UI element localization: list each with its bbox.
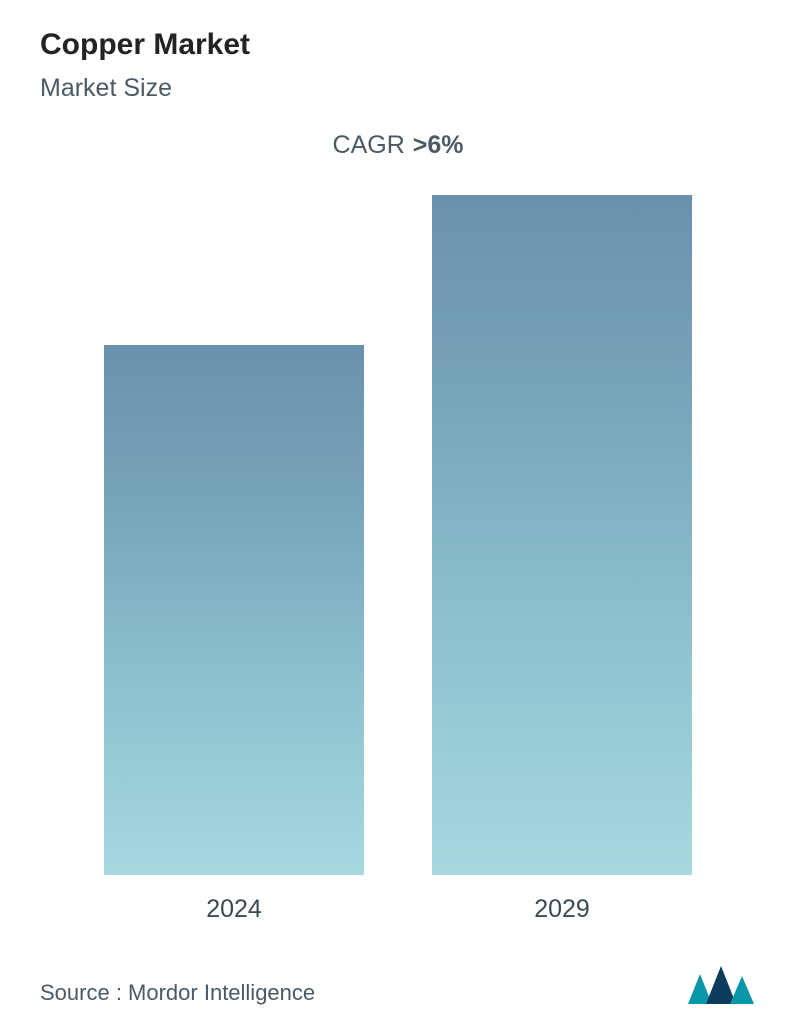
- chart-footer: Source : Mordor Intelligence: [40, 934, 756, 1014]
- source-text: Source : Mordor Intelligence: [40, 980, 315, 1006]
- bar-label-0: 2024: [206, 895, 262, 924]
- cagr-value: >6%: [413, 131, 464, 159]
- cagr-indicator: CAGR >6%: [40, 131, 756, 160]
- bar-chart-area: 2024 2029: [40, 170, 756, 934]
- bar-label-1: 2029: [534, 895, 590, 924]
- bar-1: [432, 195, 692, 875]
- mordor-logo-icon: [686, 964, 756, 1006]
- bar-group-1: 2029: [432, 195, 692, 924]
- chart-container: Copper Market Market Size CAGR >6% 2024 2…: [0, 0, 796, 1034]
- bar-group-0: 2024: [104, 345, 364, 924]
- chart-subtitle: Market Size: [40, 74, 756, 103]
- bar-0: [104, 345, 364, 875]
- cagr-label: CAGR: [333, 131, 405, 159]
- chart-title: Copper Market: [40, 28, 756, 62]
